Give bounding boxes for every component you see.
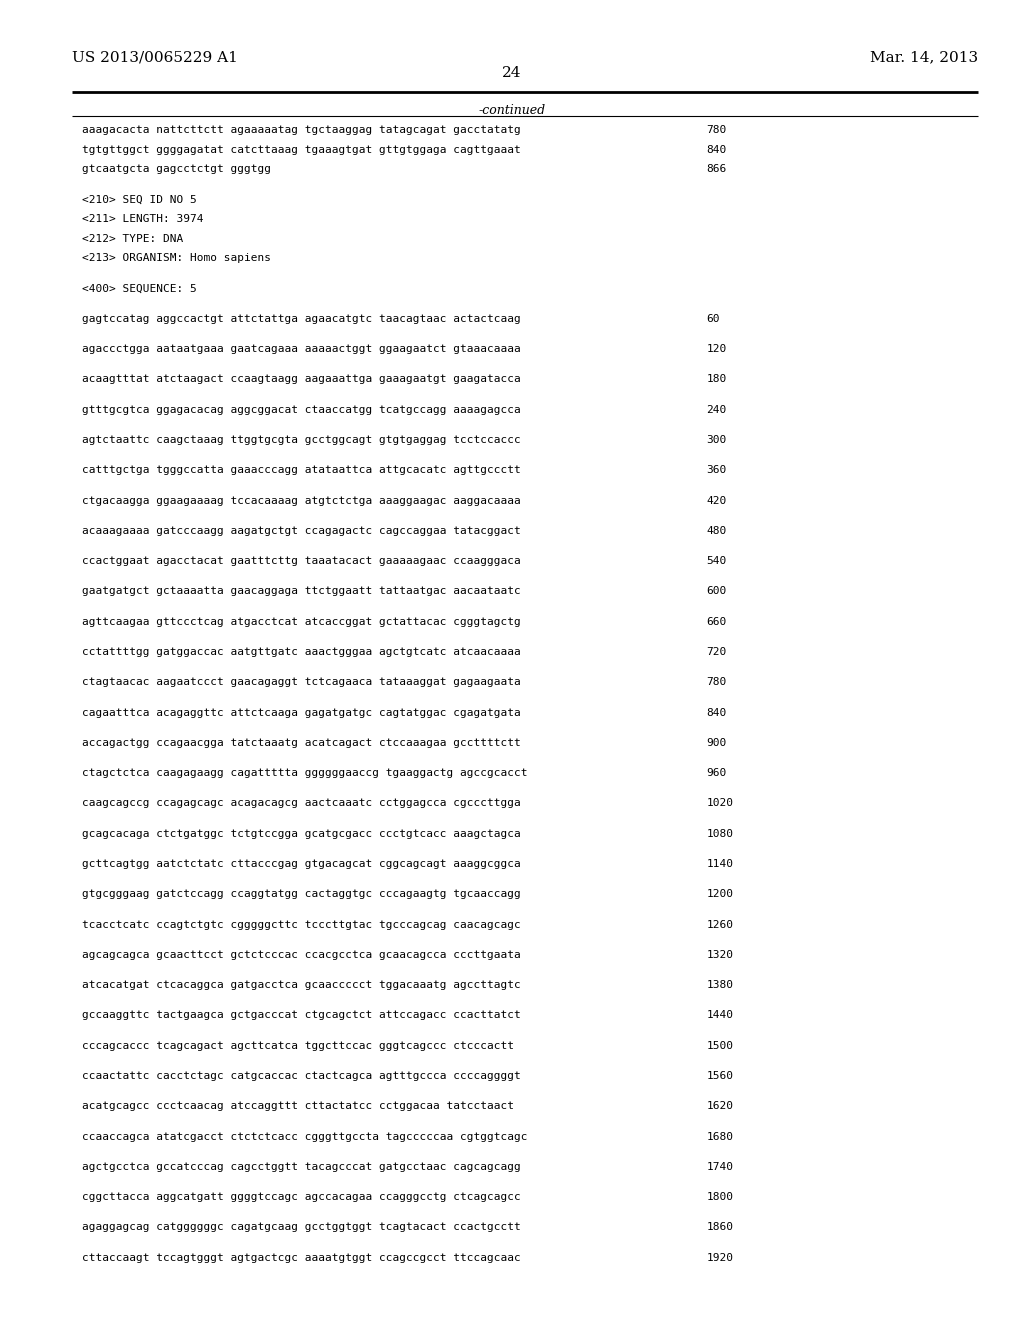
Text: catttgctga tgggccatta gaaacccagg atataattca attgcacatc agttgccctt: catttgctga tgggccatta gaaacccagg atataat… bbox=[82, 466, 520, 475]
Text: 1680: 1680 bbox=[707, 1131, 733, 1142]
Text: 866: 866 bbox=[707, 165, 727, 174]
Text: 960: 960 bbox=[707, 768, 727, 777]
Text: 120: 120 bbox=[707, 345, 727, 354]
Text: Mar. 14, 2013: Mar. 14, 2013 bbox=[869, 50, 978, 65]
Text: agctgcctca gccatcccag cagcctggtt tacagcccat gatgcctaac cagcagcagg: agctgcctca gccatcccag cagcctggtt tacagcc… bbox=[82, 1162, 520, 1172]
Text: agaggagcag catggggggc cagatgcaag gcctggtggt tcagtacact ccactgcctt: agaggagcag catggggggc cagatgcaag gcctggt… bbox=[82, 1222, 520, 1233]
Text: 1560: 1560 bbox=[707, 1071, 733, 1081]
Text: gccaaggttc tactgaagca gctgacccat ctgcagctct attccagacc ccacttatct: gccaaggttc tactgaagca gctgacccat ctgcagc… bbox=[82, 1010, 520, 1020]
Text: ccactggaat agacctacat gaatttcttg taaatacact gaaaaagaac ccaagggaca: ccactggaat agacctacat gaatttcttg taaatac… bbox=[82, 556, 520, 566]
Text: gcttcagtgg aatctctatc cttacccgag gtgacagcat cggcagcagt aaaggcggca: gcttcagtgg aatctctatc cttacccgag gtgacag… bbox=[82, 859, 520, 869]
Text: ccaactattc cacctctagc catgcaccac ctactcagca agtttgccca ccccaggggt: ccaactattc cacctctagc catgcaccac ctactca… bbox=[82, 1071, 520, 1081]
Text: gtcaatgcta gagcctctgt gggtgg: gtcaatgcta gagcctctgt gggtgg bbox=[82, 165, 271, 174]
Text: 1200: 1200 bbox=[707, 890, 733, 899]
Text: 480: 480 bbox=[707, 525, 727, 536]
Text: 60: 60 bbox=[707, 314, 720, 323]
Text: <210> SEQ ID NO 5: <210> SEQ ID NO 5 bbox=[82, 195, 197, 205]
Text: <213> ORGANISM: Homo sapiens: <213> ORGANISM: Homo sapiens bbox=[82, 253, 271, 264]
Text: gtttgcgtca ggagacacag aggcggacat ctaaccatgg tcatgccagg aaaagagcca: gtttgcgtca ggagacacag aggcggacat ctaacca… bbox=[82, 405, 520, 414]
Text: 1500: 1500 bbox=[707, 1040, 733, 1051]
Text: ctagctctca caagagaagg cagattttta ggggggaaccg tgaaggactg agccgcacct: ctagctctca caagagaagg cagattttta gggggga… bbox=[82, 768, 527, 777]
Text: 1920: 1920 bbox=[707, 1253, 733, 1263]
Text: 1620: 1620 bbox=[707, 1101, 733, 1111]
Text: 660: 660 bbox=[707, 616, 727, 627]
Text: cccagcaccc tcagcagact agcttcatca tggcttccac gggtcagccc ctcccactt: cccagcaccc tcagcagact agcttcatca tggcttc… bbox=[82, 1040, 514, 1051]
Text: ctagtaacac aagaatccct gaacagaggt tctcagaaca tataaaggat gagaagaata: ctagtaacac aagaatccct gaacagaggt tctcaga… bbox=[82, 677, 520, 688]
Text: <400> SEQUENCE: 5: <400> SEQUENCE: 5 bbox=[82, 284, 197, 293]
Text: agttcaagaa gttccctcag atgacctcat atcaccggat gctattacac cgggtagctg: agttcaagaa gttccctcag atgacctcat atcaccg… bbox=[82, 616, 520, 627]
Text: gaatgatgct gctaaaatta gaacaggaga ttctggaatt tattaatgac aacaataatc: gaatgatgct gctaaaatta gaacaggaga ttctgga… bbox=[82, 586, 520, 597]
Text: aaagacacta nattcttctt agaaaaatag tgctaaggag tatagcagat gacctatatg: aaagacacta nattcttctt agaaaaatag tgctaag… bbox=[82, 125, 520, 136]
Text: agcagcagca gcaacttcct gctctcccac ccacgcctca gcaacagcca cccttgaata: agcagcagca gcaacttcct gctctcccac ccacgcc… bbox=[82, 950, 520, 960]
Text: 300: 300 bbox=[707, 436, 727, 445]
Text: 840: 840 bbox=[707, 708, 727, 718]
Text: 900: 900 bbox=[707, 738, 727, 748]
Text: 1380: 1380 bbox=[707, 981, 733, 990]
Text: ctgacaagga ggaagaaaag tccacaaaag atgtctctga aaaggaagac aaggacaaaa: ctgacaagga ggaagaaaag tccacaaaag atgtctc… bbox=[82, 495, 520, 506]
Text: gcagcacaga ctctgatggc tctgtccgga gcatgcgacc ccctgtcacc aaagctagca: gcagcacaga ctctgatggc tctgtccgga gcatgcg… bbox=[82, 829, 520, 838]
Text: acatgcagcc ccctcaacag atccaggttt cttactatcc cctggacaa tatcctaact: acatgcagcc ccctcaacag atccaggttt cttacta… bbox=[82, 1101, 514, 1111]
Text: 1020: 1020 bbox=[707, 799, 733, 808]
Text: 780: 780 bbox=[707, 677, 727, 688]
Text: 600: 600 bbox=[707, 586, 727, 597]
Text: 1800: 1800 bbox=[707, 1192, 733, 1203]
Text: 180: 180 bbox=[707, 375, 727, 384]
Text: acaaagaaaa gatcccaagg aagatgctgt ccagagactc cagccaggaa tatacggact: acaaagaaaa gatcccaagg aagatgctgt ccagaga… bbox=[82, 525, 520, 536]
Text: cagaatttca acagaggttc attctcaaga gagatgatgc cagtatggac cgagatgata: cagaatttca acagaggttc attctcaaga gagatga… bbox=[82, 708, 520, 718]
Text: acaagtttat atctaagact ccaagtaagg aagaaattga gaaagaatgt gaagatacca: acaagtttat atctaagact ccaagtaagg aagaaat… bbox=[82, 375, 520, 384]
Text: tgtgttggct ggggagatat catcttaaag tgaaagtgat gttgtggaga cagttgaaat: tgtgttggct ggggagatat catcttaaag tgaaagt… bbox=[82, 145, 520, 154]
Text: cttaccaagt tccagtgggt agtgactcgc aaaatgtggt ccagccgcct ttccagcaac: cttaccaagt tccagtgggt agtgactcgc aaaatgt… bbox=[82, 1253, 520, 1263]
Text: 1140: 1140 bbox=[707, 859, 733, 869]
Text: agaccctgga aataatgaaa gaatcagaaa aaaaactggt ggaagaatct gtaaacaaaa: agaccctgga aataatgaaa gaatcagaaa aaaaact… bbox=[82, 345, 520, 354]
Text: 360: 360 bbox=[707, 466, 727, 475]
Text: <211> LENGTH: 3974: <211> LENGTH: 3974 bbox=[82, 214, 204, 224]
Text: 1740: 1740 bbox=[707, 1162, 733, 1172]
Text: ccaaccagca atatcgacct ctctctcacc cgggttgccta tagcccccaa cgtggtcagc: ccaaccagca atatcgacct ctctctcacc cgggttg… bbox=[82, 1131, 527, 1142]
Text: caagcagccg ccagagcagc acagacagcg aactcaaatc cctggagcca cgcccttgga: caagcagccg ccagagcagc acagacagcg aactcaa… bbox=[82, 799, 520, 808]
Text: cctattttgg gatggaccac aatgttgatc aaactgggaa agctgtcatc atcaacaaaa: cctattttgg gatggaccac aatgttgatc aaactgg… bbox=[82, 647, 520, 657]
Text: tcacctcatc ccagtctgtc cgggggcttc tcccttgtac tgcccagcag caacagcagc: tcacctcatc ccagtctgtc cgggggcttc tcccttg… bbox=[82, 920, 520, 929]
Text: 1440: 1440 bbox=[707, 1010, 733, 1020]
Text: 780: 780 bbox=[707, 125, 727, 136]
Text: 1320: 1320 bbox=[707, 950, 733, 960]
Text: 840: 840 bbox=[707, 145, 727, 154]
Text: 540: 540 bbox=[707, 556, 727, 566]
Text: 420: 420 bbox=[707, 495, 727, 506]
Text: accagactgg ccagaacgga tatctaaatg acatcagact ctccaaagaa gccttttctt: accagactgg ccagaacgga tatctaaatg acatcag… bbox=[82, 738, 520, 748]
Text: gagtccatag aggccactgt attctattga agaacatgtc taacagtaac actactcaag: gagtccatag aggccactgt attctattga agaacat… bbox=[82, 314, 520, 323]
Text: 24: 24 bbox=[502, 66, 522, 81]
Text: -continued: -continued bbox=[478, 104, 546, 117]
Text: cggcttacca aggcatgatt ggggtccagc agccacagaa ccagggcctg ctcagcagcc: cggcttacca aggcatgatt ggggtccagc agccaca… bbox=[82, 1192, 520, 1203]
Text: 240: 240 bbox=[707, 405, 727, 414]
Text: atcacatgat ctcacaggca gatgacctca gcaaccccct tggacaaatg agccttagtc: atcacatgat ctcacaggca gatgacctca gcaaccc… bbox=[82, 981, 520, 990]
Text: <212> TYPE: DNA: <212> TYPE: DNA bbox=[82, 234, 183, 244]
Text: 1080: 1080 bbox=[707, 829, 733, 838]
Text: 720: 720 bbox=[707, 647, 727, 657]
Text: 1860: 1860 bbox=[707, 1222, 733, 1233]
Text: 1260: 1260 bbox=[707, 920, 733, 929]
Text: agtctaattc caagctaaag ttggtgcgta gcctggcagt gtgtgaggag tcctccaccc: agtctaattc caagctaaag ttggtgcgta gcctggc… bbox=[82, 436, 520, 445]
Text: US 2013/0065229 A1: US 2013/0065229 A1 bbox=[72, 50, 238, 65]
Text: gtgcgggaag gatctccagg ccaggtatgg cactaggtgc cccagaagtg tgcaaccagg: gtgcgggaag gatctccagg ccaggtatgg cactagg… bbox=[82, 890, 520, 899]
